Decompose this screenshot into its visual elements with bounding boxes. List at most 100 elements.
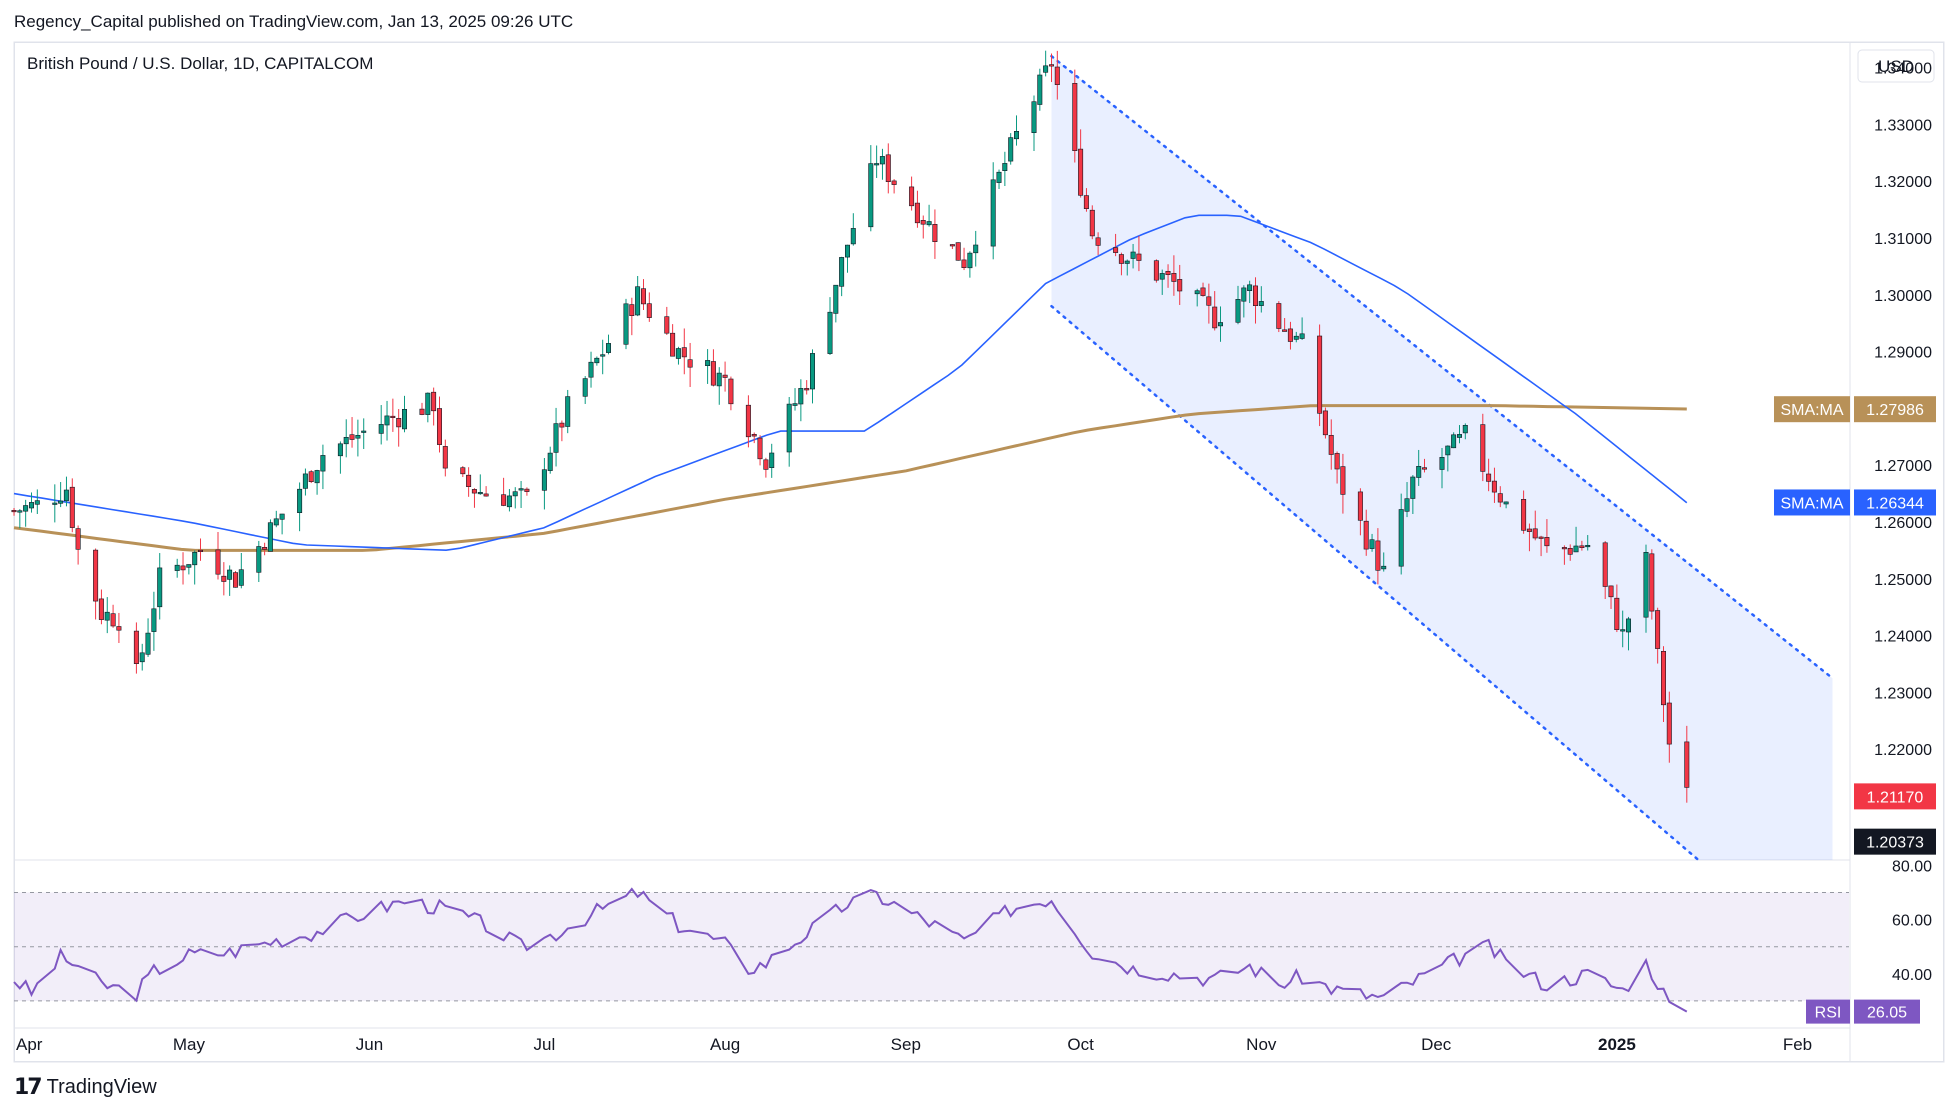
candle-down [349,434,355,440]
candle-up [1235,298,1241,323]
candle-down [670,332,676,357]
candle-down [524,488,530,492]
candle-up [1002,163,1008,171]
candle-down [1276,303,1282,329]
tradingview-logo-icon: 𝟭𝟳 [14,1074,43,1099]
price-tick-label: 1.34000 [1874,61,1932,78]
candle-up [1462,424,1468,434]
candle-up [1620,629,1626,632]
candle-down [1614,597,1620,631]
candle-up [1643,551,1649,618]
sma-50-line [13,214,1688,552]
candle-up [600,354,606,357]
candle-up [192,551,198,566]
price-tick-label: 1.26000 [1874,515,1932,532]
candle-up [273,518,279,526]
candle-up [1398,509,1404,567]
candle-up [314,470,320,484]
candle-up [174,564,180,571]
price-tick-label: 1.33000 [1874,117,1932,134]
candle-down [460,467,466,475]
candle-down [1579,545,1585,548]
candle-up [926,221,932,226]
candle-down [1526,528,1532,532]
candle-down [133,630,139,664]
candle-up [582,378,588,397]
candle-down [687,359,693,368]
candle-up [238,569,244,586]
candle-up [588,361,594,378]
sma-200-tag-value: 1.27986 [1866,402,1924,419]
candle-down [1363,520,1369,550]
candle-up [63,489,69,502]
candle-down [1078,148,1084,196]
rsi-value: 26.05 [1867,1005,1907,1022]
candle-down [914,202,920,224]
tradingview-logo[interactable]: 𝟭𝟳 TradingView [14,1074,157,1100]
candle-down [1340,466,1346,495]
candle-up [1457,434,1463,438]
rsi-name-bg [1806,999,1850,1024]
price-tick-label: 1.22000 [1874,742,1932,759]
candle-up [868,163,874,228]
time-tick-label: 2025 [1598,1035,1636,1054]
candle-down [180,565,186,571]
candle-down [804,388,810,391]
candle-up [1439,456,1445,470]
candle-down [1561,547,1567,550]
rsi-tick-label: 60.00 [1892,913,1932,930]
price-tick-label: 1.23000 [1874,685,1932,702]
candle-up [1159,273,1165,280]
candle-up [716,372,722,387]
candle-up [34,500,40,505]
time-tick-label: May [173,1035,206,1054]
candle-up [337,443,343,457]
price-tick-label: 1.32000 [1874,174,1932,191]
candle-down [1200,287,1206,296]
candle-down [1287,328,1293,342]
candle-down [436,408,442,445]
sma-200-line [13,404,1687,552]
candle-up [186,564,192,568]
candle-down [1661,650,1667,706]
candle-down [1544,536,1550,547]
rsi-value-bg [1854,999,1920,1024]
candle-down [1602,542,1608,587]
candle-up [874,163,880,166]
candle-up [1293,335,1299,340]
time-tick-label: Feb [1783,1035,1812,1054]
candle-up [1194,290,1200,295]
candle-up [401,408,407,430]
candle-down [1422,467,1428,470]
candle-up [635,286,641,316]
candle-down [396,417,402,428]
sma-200-tag-bg [1854,396,1936,423]
candle-down [1171,272,1177,282]
candle-up [361,430,367,433]
candle-down [1089,209,1095,237]
currency-button[interactable] [1857,49,1935,83]
time-axis[interactable]: Apr May Jun Jul Aug Sep Oct Nov Dec 2025 Feb [16,1035,1812,1054]
candle-up [553,423,559,453]
last-price-tag-value: 1.21170 [1867,789,1924,806]
candle-down [442,446,448,469]
candle-down [501,494,507,506]
publisher-line: Regency_Capital published on TradingView… [14,12,574,31]
candle-down [1118,254,1124,264]
candle-down [308,471,314,483]
candle-up [425,392,431,415]
candle-down [1113,247,1119,253]
candle-down [1328,434,1334,455]
candle-up [1410,476,1416,499]
candle-down [664,316,670,334]
sma-200-path [13,404,1687,552]
candle-down [728,378,734,405]
candle-down [198,549,204,553]
candle-down [1538,536,1544,539]
candle-down [1567,547,1573,555]
candle-down [98,598,104,620]
candle-up [1258,301,1264,306]
candle-up [833,284,839,314]
candle-down [1317,335,1323,414]
